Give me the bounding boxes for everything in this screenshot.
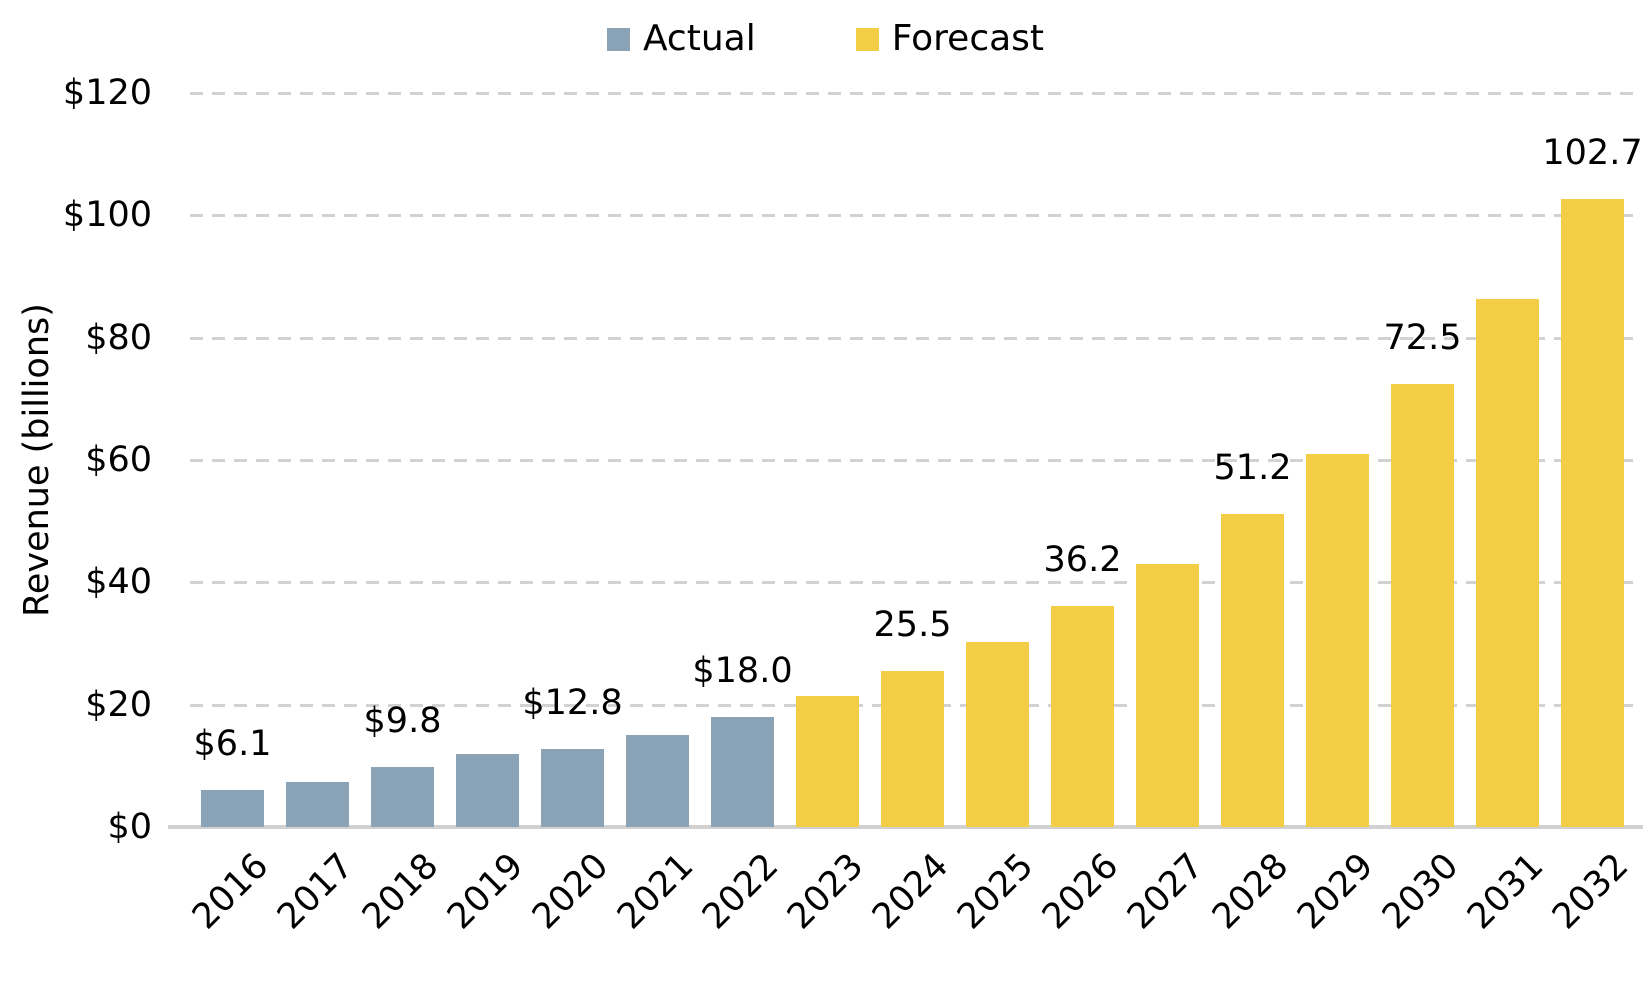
- bar-2021: [626, 734, 689, 827]
- bar-2020: [541, 748, 604, 827]
- x-tick-label-2027: 2027: [1120, 846, 1212, 938]
- gridline-80: [190, 336, 1640, 340]
- y-tick-label-60: $60: [85, 440, 152, 480]
- y-tick-label-120: $120: [62, 73, 152, 113]
- legend-item-actual: Actual: [606, 16, 756, 62]
- bar-value-label-2018: $9.8: [363, 701, 442, 742]
- bar-value-label-2020: $12.8: [522, 682, 623, 723]
- bar-2030: [1391, 383, 1454, 827]
- y-tick-label-40: $40: [85, 562, 152, 603]
- x-tick-label-2016: 2016: [185, 846, 277, 938]
- bar-2029: [1306, 454, 1369, 827]
- x-tick-label-2030: 2030: [1375, 846, 1467, 938]
- x-tick-label-2031: 2031: [1460, 846, 1552, 938]
- x-tick-label-2018: 2018: [355, 846, 447, 938]
- y-tick-label-100: $100: [62, 195, 152, 236]
- gridline-120: [190, 92, 1640, 95]
- actual-swatch-icon: [606, 27, 630, 51]
- chart-legend: Actual Forecast: [0, 16, 1651, 62]
- y-tick-label-80: $80: [85, 317, 152, 358]
- x-tick-label-2022: 2022: [695, 846, 787, 938]
- bar-value-label-2028: 51.2: [1213, 447, 1292, 488]
- bar-2018: [371, 767, 434, 827]
- y-tick-label-0: $0: [107, 807, 152, 847]
- bar-2028: [1221, 513, 1284, 827]
- x-axis-line: [168, 825, 1643, 829]
- bar-2023: [796, 696, 859, 827]
- bar-2027: [1136, 563, 1199, 827]
- x-tick-label-2025: 2025: [950, 846, 1042, 938]
- bar-value-label-2026: 36.2: [1043, 539, 1122, 580]
- x-tick-label-2023: 2023: [780, 846, 872, 938]
- gridline-60: [190, 459, 1640, 462]
- forecast-swatch-icon: [855, 27, 879, 51]
- legend-item-forecast: Forecast: [855, 16, 1045, 62]
- bar-2019: [456, 754, 519, 827]
- bar-value-label-2016: $6.1: [193, 723, 272, 764]
- x-tick-label-2029: 2029: [1290, 846, 1382, 938]
- x-tick-label-2020: 2020: [525, 846, 617, 938]
- bar-value-label-2030: 72.5: [1383, 317, 1462, 358]
- legend-label-actual: Actual: [642, 18, 756, 59]
- bar-2017: [286, 782, 349, 827]
- bar-2031: [1476, 299, 1539, 827]
- bar-2026: [1051, 605, 1114, 827]
- gridline-40: [190, 581, 1640, 585]
- bar-value-label-2032: 102.7: [1542, 132, 1643, 173]
- x-tick-label-2017: 2017: [270, 846, 362, 938]
- x-tick-label-2024: 2024: [865, 846, 957, 938]
- bar-2022: [711, 716, 774, 827]
- bar-value-label-2022: $18.0: [692, 650, 793, 691]
- bar-2024: [881, 671, 944, 827]
- y-tick-label-20: $20: [85, 684, 152, 725]
- legend-label-forecast: Forecast: [891, 18, 1045, 59]
- x-tick-label-2026: 2026: [1035, 846, 1127, 938]
- bar-value-label-2024: 25.5: [873, 605, 952, 646]
- bar-2016: [201, 789, 264, 827]
- x-tick-label-2019: 2019: [440, 846, 532, 938]
- x-tick-label-2032: 2032: [1545, 846, 1637, 938]
- bar-2025: [966, 641, 1029, 827]
- x-tick-label-2021: 2021: [610, 846, 702, 938]
- gridline-100: [190, 214, 1640, 218]
- bar-2032: [1561, 198, 1624, 827]
- x-tick-label-2028: 2028: [1205, 846, 1297, 938]
